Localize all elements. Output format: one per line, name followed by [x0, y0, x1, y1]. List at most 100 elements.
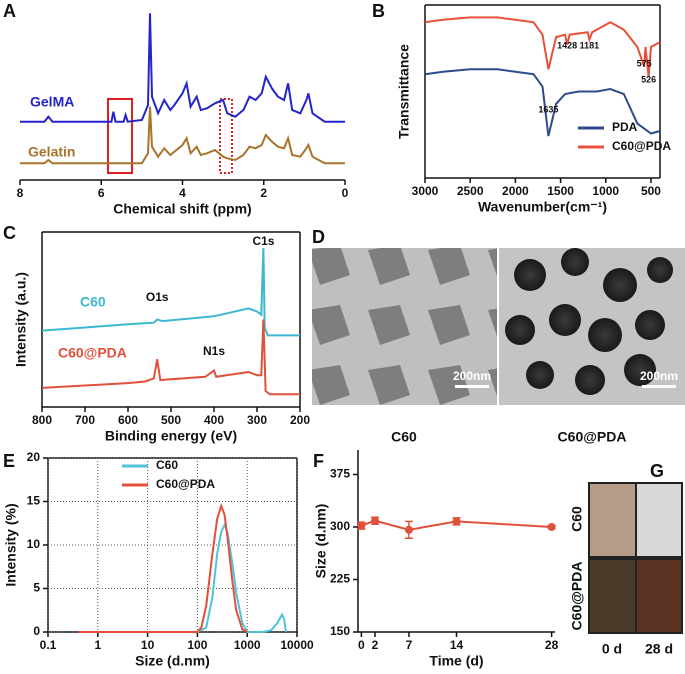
y-tick-label: 225	[330, 572, 350, 586]
x-tick-label: 100	[187, 638, 207, 652]
photo	[637, 560, 681, 632]
panel: A 8 6 4 2 0 Chemical shift (ppm) GelMA Gelatin	[3, 1, 349, 217]
x-tick-label: 400	[204, 413, 224, 427]
peak-label: 1181	[580, 40, 600, 50]
series-label: Gelatin	[28, 144, 75, 160]
y-tick-label: 300	[330, 519, 350, 533]
x-tick-label: 1000	[234, 638, 261, 652]
caption: C60@PDA	[558, 429, 627, 445]
series-label: C60@PDA	[58, 345, 127, 361]
peak-label: 526	[641, 74, 656, 84]
panel-letter: E	[3, 451, 15, 471]
x-tick-label: 28	[545, 638, 559, 652]
x-tick-label: 0	[358, 638, 365, 652]
panel-letter: C	[3, 223, 16, 243]
y-tick-label: 15	[27, 494, 41, 508]
x-tick-label: 300	[247, 413, 267, 427]
data-point	[370, 516, 379, 525]
peak-label: 575	[637, 58, 652, 68]
legend-label: C60	[156, 458, 178, 472]
x-tick-label: 14	[450, 638, 464, 652]
spectrum-line	[41, 247, 300, 337]
x-axis-label: Size (d.nm)	[135, 653, 210, 669]
x-axis-label: Wavenumber(cm⁻¹)	[478, 199, 607, 215]
highlight-box	[107, 98, 133, 174]
panel-letter: G	[650, 461, 664, 481]
x-tick-label: 2	[372, 638, 379, 652]
x-tick-label: 3000	[412, 184, 439, 198]
x-axis-label: Chemical shift (ppm)	[113, 201, 251, 217]
photo	[637, 484, 681, 556]
photos: G C60 C60@PDA 0 d 28 d	[569, 461, 683, 657]
x-tick-label: 1	[94, 638, 101, 652]
x-tick-label: 1500	[547, 184, 574, 198]
spectrum-line	[20, 13, 345, 123]
x-tick-label: 8	[17, 186, 24, 200]
y-tick-label: 10	[27, 537, 41, 551]
y-axis-label: Intensity (a.u.)	[13, 272, 29, 367]
x-tick-label: 500	[161, 413, 181, 427]
data-point	[452, 517, 461, 526]
row-label: C60@PDA	[569, 562, 585, 631]
legend-label: C60@PDA	[156, 477, 215, 491]
x-tick-label: 2	[260, 186, 267, 200]
x-tick-label: 1000	[592, 184, 619, 198]
x-tick-label: 800	[32, 413, 52, 427]
panel: E 0.1 1 10 100 1000 10000 0 5 10 15 20 Size (d.nm) In…	[3, 450, 314, 669]
peak-label: O1s	[146, 290, 169, 304]
x-tick-label: 500	[641, 184, 661, 198]
legend-label: C60@PDA	[612, 139, 671, 153]
scale-bar	[642, 385, 676, 388]
x-tick-label: 4	[179, 186, 186, 200]
spectrum-line	[78, 502, 248, 633]
legend-label: PDA	[612, 120, 638, 134]
y-axis-label: Size (d.nm)	[313, 504, 329, 579]
photo	[590, 484, 635, 556]
spectrum-line	[78, 522, 287, 633]
col-label: 0 d	[602, 641, 622, 657]
spectrum-line	[41, 319, 300, 396]
x-tick-label: 200	[290, 413, 310, 427]
scale-bar	[455, 385, 489, 388]
x-tick-label: 2500	[457, 184, 484, 198]
particles	[505, 248, 673, 395]
data-point	[547, 523, 556, 531]
spectrum-line	[424, 16, 661, 77]
y-axis-label: Intensity (%)	[3, 503, 19, 586]
x-tick-label: 10	[141, 638, 155, 652]
y-tick-label: 375	[330, 467, 350, 481]
panel-letter: D	[312, 227, 325, 247]
highlight-box	[219, 98, 233, 174]
x-tick-label: 600	[118, 413, 138, 427]
tem-image	[312, 248, 497, 405]
x-tick-label: 0.1	[40, 638, 57, 652]
caption: C60	[391, 429, 417, 445]
y-tick-label: 0	[33, 624, 40, 638]
scale-label: 200nm	[453, 369, 491, 383]
panel-letter: B	[372, 1, 385, 21]
peak-label: 1635	[538, 104, 558, 114]
panel: B 3000 2500 2000 1500 1000 500 Wavenumber(cm⁻¹)…	[372, 1, 671, 215]
panel-letter: A	[3, 1, 16, 21]
x-tick-label: 10000	[280, 638, 314, 652]
photo	[590, 560, 635, 632]
tem-images: 200nm 200nm C60 C60@PDA D	[312, 227, 685, 445]
x-axis-label: Time (d)	[429, 653, 483, 669]
x-tick-label: 6	[98, 186, 105, 200]
x-axis-label: Binding energy (eV)	[105, 428, 237, 444]
x-tick-label: 0	[342, 186, 349, 200]
y-axis-label: Transmittance	[396, 44, 412, 139]
peak-label: C1s	[252, 234, 274, 248]
x-tick-label: 2000	[502, 184, 529, 198]
spectrum-line	[20, 106, 345, 165]
col-label: 28 d	[645, 641, 673, 657]
data-point	[404, 525, 413, 534]
panel: C 800 700 600 500 400 300 200 Binding energy (eV…	[3, 223, 310, 444]
panel: F 0 2 7 14 28 150 225 300 375 Time (d) Size (d.nm)	[313, 450, 559, 669]
y-tick-label: 20	[27, 450, 41, 464]
row-label: C60	[569, 506, 585, 532]
y-tick-label: 5	[33, 581, 40, 595]
data-point	[357, 521, 366, 530]
panel-letter: F	[313, 451, 324, 471]
